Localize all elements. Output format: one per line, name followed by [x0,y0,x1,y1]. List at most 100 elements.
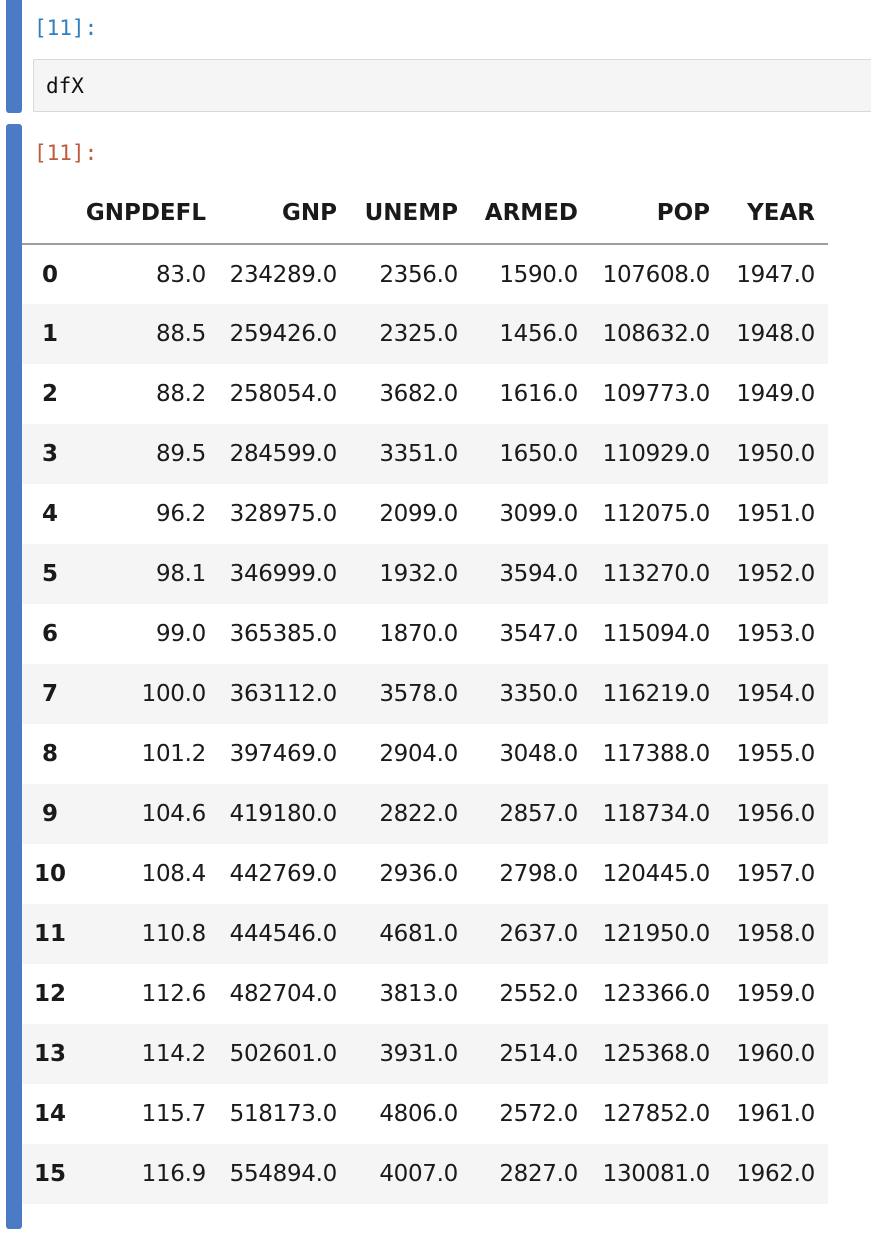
table-cell: 88.5 [155,321,206,347]
table-cell: 3813.0 [379,981,458,1007]
table-cell: 4681.0 [379,921,458,947]
table-cell: 130081.0 [602,1161,711,1187]
table-cell: 259426.0 [229,321,338,347]
row-index: 3 [41,441,58,467]
table-row: 11 110.8 444546.0 4681.0 2637.0 121950.0 1958.… [22,904,828,964]
table-cell: 2325.0 [379,321,458,347]
table-cell: 2798.0 [499,861,578,887]
table-cell: 4806.0 [379,1101,458,1127]
table-row: 1 88.5 259426.0 2325.0 1456.0 108632.0 1948.0 [22,304,828,364]
row-index: 6 [41,621,58,647]
table-cell: 3578.0 [379,681,458,707]
table-row: 8 101.2 397469.0 2904.0 3048.0 117388.0 1955.0 [22,724,828,784]
table-cell: 1950.0 [736,441,815,467]
row-index: 12 [33,981,66,1007]
table-cell: 3547.0 [499,621,578,647]
table-cell: 88.2 [155,381,206,407]
table-cell: 3048.0 [499,741,578,767]
table-cell: 108.4 [141,861,207,887]
output-cell-collapse-bar[interactable] [6,124,22,1229]
table-cell: 419180.0 [229,801,338,827]
table-row: 14 115.7 518173.0 4806.0 2572.0 127852.0 1961.… [22,1084,828,1144]
table-cell: 1955.0 [736,741,815,767]
table-cell: 284599.0 [229,441,338,467]
row-index: 9 [41,801,58,827]
table-row: 9 104.6 419180.0 2822.0 2857.0 118734.0 1956.0 [22,784,828,844]
table-cell: 2936.0 [379,861,458,887]
table-cell: 1456.0 [499,321,578,347]
table-body: 0 83.0 234289.0 2356.0 1590.0 107608.0 1947.0 1… [22,244,828,1204]
table-cell: 328975.0 [229,501,338,527]
table-cell: 100.0 [141,681,207,707]
table-cell: 121950.0 [602,921,711,947]
table-cell: 116.9 [141,1161,207,1187]
table-row: 5 98.1 346999.0 1932.0 3594.0 113270.0 1952.0 [22,544,828,604]
table-cell: 1948.0 [736,321,815,347]
table-cell: 3931.0 [379,1041,458,1067]
table-header: GNPDEFL GNP UNEMP ARMED POP YEAR [22,183,828,245]
table-cell: 98.1 [155,561,206,587]
table-cell: 502601.0 [229,1041,338,1067]
table-cell: 258054.0 [229,381,338,407]
table-cell: 110929.0 [602,441,711,467]
table-cell: 1952.0 [736,561,815,587]
table-cell: 1590.0 [499,261,578,288]
table-cell: 2572.0 [499,1101,578,1127]
table-cell: 101.2 [141,741,207,767]
row-index: 4 [41,501,58,527]
table-cell: 112.6 [141,981,207,1007]
code-editor[interactable]: dfX [33,59,871,112]
dataframe-table: GNPDEFL GNP UNEMP ARMED POP YEAR 0 83.0 23… [22,183,828,1204]
table-cell: 110.8 [141,921,207,947]
table-cell: 1962.0 [736,1161,815,1187]
table-row: 0 83.0 234289.0 2356.0 1590.0 107608.0 1947.0 [22,244,828,304]
row-index: 0 [41,261,58,288]
column-header: GNPDEFL [78,183,219,245]
column-header: YEAR [723,183,828,245]
table-cell: 117388.0 [602,741,711,767]
table-cell: 1957.0 [736,861,815,887]
row-index: 7 [41,681,58,707]
table-cell: 2356.0 [379,261,458,288]
table-cell: 4007.0 [379,1161,458,1187]
table-cell: 2637.0 [499,921,578,947]
table-cell: 234289.0 [229,261,338,288]
table-cell: 116219.0 [602,681,711,707]
table-row: 2 88.2 258054.0 3682.0 1616.0 109773.0 1949.0 [22,364,828,424]
table-cell: 3682.0 [379,381,458,407]
table-cell: 125368.0 [602,1041,711,1067]
table-cell: 3351.0 [379,441,458,467]
row-index: 13 [33,1041,66,1067]
table-row: 15 116.9 554894.0 4007.0 2827.0 130081.0 1962.… [22,1144,828,1204]
table-cell: 1870.0 [379,621,458,647]
table-cell: 1616.0 [499,381,578,407]
table-cell: 1954.0 [736,681,815,707]
table-cell: 1951.0 [736,501,815,527]
code-text: dfX [46,74,84,98]
table-cell: 2552.0 [499,981,578,1007]
table-row: 3 89.5 284599.0 3351.0 1650.0 110929.0 1950.0 [22,424,828,484]
table-cell: 120445.0 [602,861,711,887]
table-cell: 1958.0 [736,921,815,947]
table-cell: 118734.0 [602,801,711,827]
input-cell-selection-bar[interactable] [6,0,22,113]
table-cell: 442769.0 [229,861,338,887]
table-cell: 109773.0 [602,381,711,407]
table-cell: 363112.0 [229,681,338,707]
table-cell: 83.0 [155,261,206,288]
table-cell: 2827.0 [499,1161,578,1187]
column-header: POP [591,183,723,245]
table-cell: 1959.0 [736,981,815,1007]
table-cell: 554894.0 [229,1161,338,1187]
table-cell: 3594.0 [499,561,578,587]
table-cell: 113270.0 [602,561,711,587]
table-cell: 115094.0 [602,621,711,647]
table-cell: 2099.0 [379,501,458,527]
table-row: 7 100.0 363112.0 3578.0 3350.0 116219.0 1954.0 [22,664,828,724]
table-row: 6 99.0 365385.0 1870.0 3547.0 115094.0 1953.0 [22,604,828,664]
table-cell: 108632.0 [602,321,711,347]
row-index: 2 [41,381,58,407]
row-index: 10 [33,861,66,887]
table-cell: 1932.0 [379,561,458,587]
table-cell: 2904.0 [379,741,458,767]
